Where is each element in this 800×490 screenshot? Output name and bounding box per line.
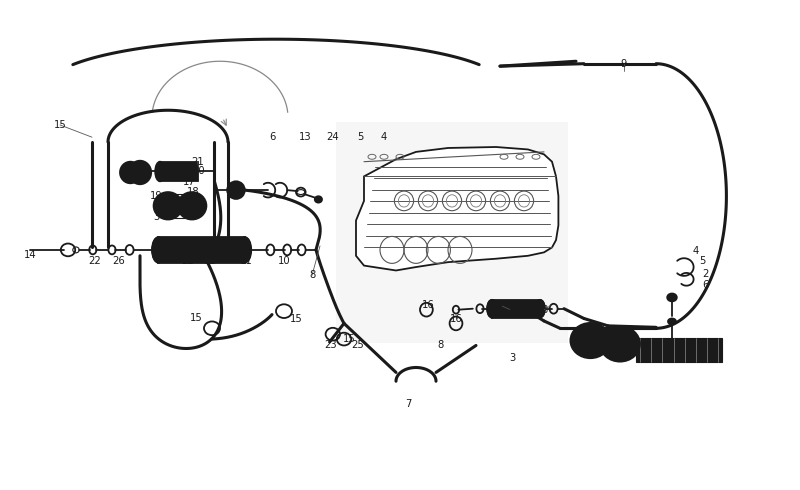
Text: 16: 16 <box>450 315 462 324</box>
Text: Republik: Republik <box>356 241 444 259</box>
Bar <box>160 162 198 181</box>
Text: 19: 19 <box>150 191 162 201</box>
Text: 8: 8 <box>541 305 547 315</box>
Text: 16: 16 <box>422 300 434 310</box>
Ellipse shape <box>315 196 322 203</box>
Text: 24: 24 <box>326 132 339 142</box>
Text: 7: 7 <box>405 399 411 409</box>
Text: 9: 9 <box>621 59 627 69</box>
Text: 8: 8 <box>309 270 315 280</box>
Ellipse shape <box>129 161 151 184</box>
Ellipse shape <box>227 181 245 199</box>
Text: 8: 8 <box>437 341 443 350</box>
Text: 14: 14 <box>24 250 37 260</box>
Ellipse shape <box>178 192 206 220</box>
Ellipse shape <box>155 162 165 181</box>
Text: 2: 2 <box>702 270 709 279</box>
Text: 6: 6 <box>702 280 709 290</box>
Ellipse shape <box>570 323 610 358</box>
Text: 23: 23 <box>324 341 337 350</box>
Text: 4: 4 <box>693 246 699 256</box>
Text: 5: 5 <box>699 256 706 266</box>
Text: 17: 17 <box>182 177 195 187</box>
Ellipse shape <box>487 300 497 318</box>
Text: 26: 26 <box>112 256 125 266</box>
Polygon shape <box>356 147 558 270</box>
Text: 3: 3 <box>509 353 515 363</box>
Text: 5: 5 <box>357 132 363 142</box>
Text: 6: 6 <box>269 132 275 142</box>
Ellipse shape <box>668 318 676 324</box>
Ellipse shape <box>238 237 251 263</box>
Text: Parts: Parts <box>362 231 414 249</box>
Text: 22: 22 <box>88 256 101 266</box>
Text: 11: 11 <box>240 256 253 266</box>
Text: 20: 20 <box>192 167 205 176</box>
Text: 1: 1 <box>507 305 514 315</box>
Ellipse shape <box>152 237 165 263</box>
Text: 15: 15 <box>343 334 356 344</box>
Bar <box>492 300 540 318</box>
Ellipse shape <box>154 192 182 220</box>
Text: 13: 13 <box>299 132 312 142</box>
Text: 15: 15 <box>190 313 202 322</box>
Bar <box>636 338 722 362</box>
Ellipse shape <box>667 294 677 301</box>
Ellipse shape <box>535 300 545 318</box>
Text: 4: 4 <box>381 132 387 142</box>
Bar <box>158 237 245 263</box>
Text: 15: 15 <box>290 314 302 323</box>
Ellipse shape <box>600 326 640 362</box>
Polygon shape <box>336 122 568 343</box>
Text: 22: 22 <box>182 256 194 266</box>
Circle shape <box>440 172 464 186</box>
Ellipse shape <box>120 162 141 183</box>
Text: 21: 21 <box>191 157 204 167</box>
Text: 25: 25 <box>351 341 364 350</box>
Text: 10: 10 <box>278 256 290 266</box>
Text: 18: 18 <box>187 187 200 197</box>
Text: 15: 15 <box>54 120 66 130</box>
Text: 3: 3 <box>153 212 159 221</box>
Text: 12: 12 <box>204 256 217 266</box>
